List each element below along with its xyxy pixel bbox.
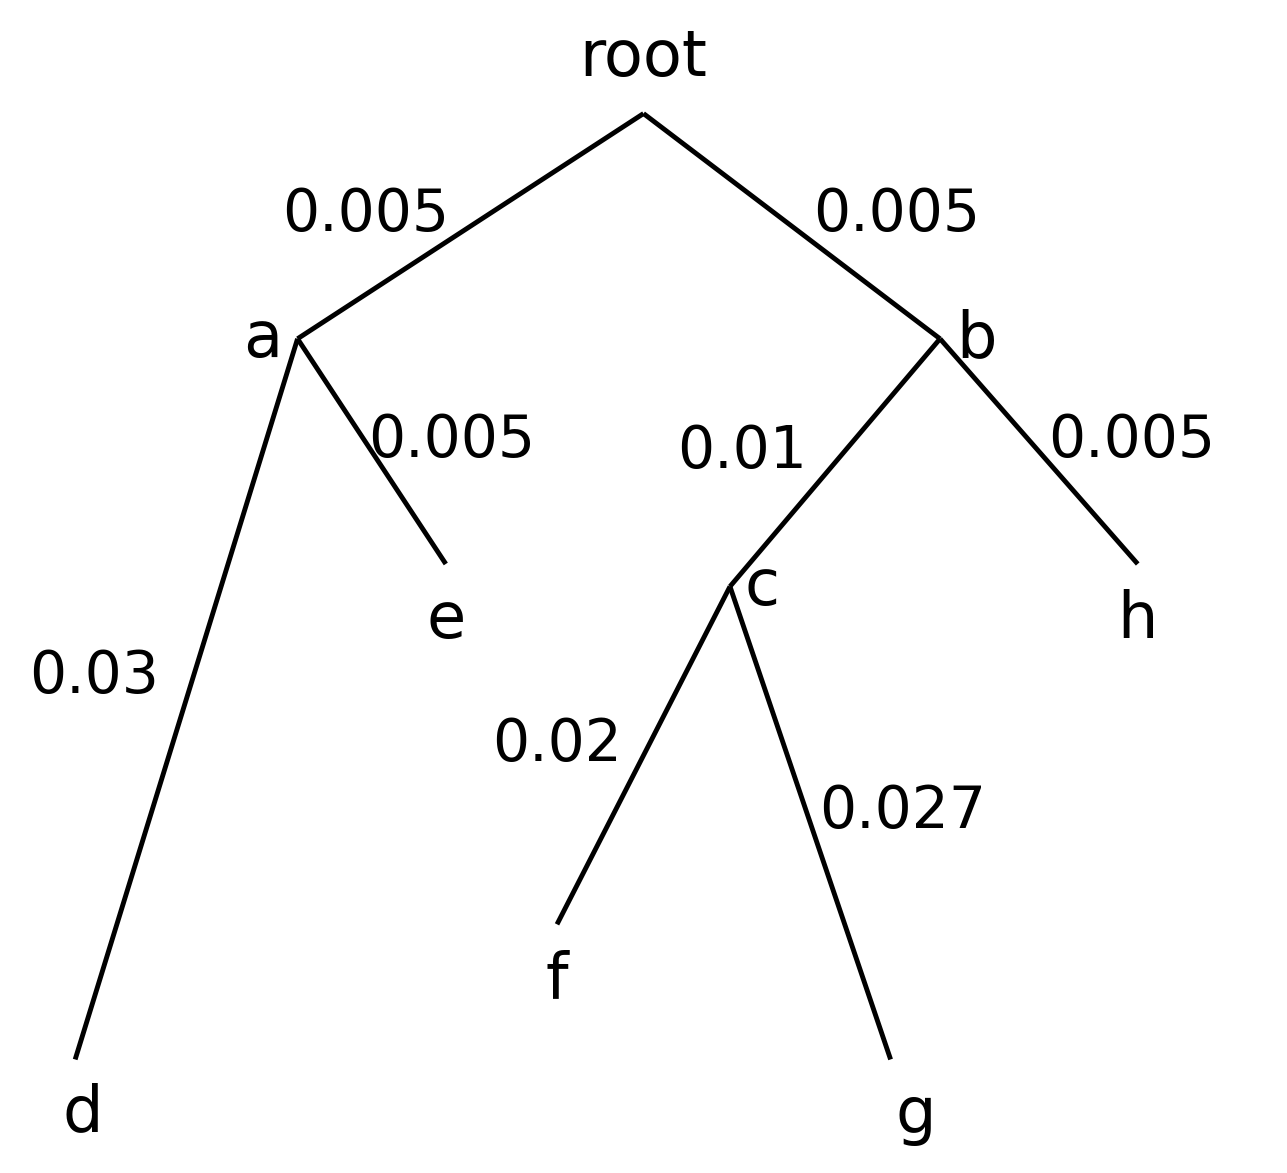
Text: 0.005: 0.005 (368, 412, 535, 468)
Text: 0.005: 0.005 (1048, 412, 1215, 468)
Text: 0.027: 0.027 (820, 784, 986, 840)
Text: a: a (243, 307, 283, 369)
Text: e: e (426, 589, 466, 651)
Text: b: b (956, 307, 996, 369)
Text: g: g (894, 1084, 936, 1146)
Text: root: root (579, 27, 708, 89)
Text: c: c (745, 556, 780, 617)
Text: 0.005: 0.005 (813, 187, 981, 243)
Text: f: f (546, 949, 569, 1011)
Text: 0.03: 0.03 (28, 649, 158, 705)
Text: d: d (63, 1082, 103, 1144)
Text: 0.005: 0.005 (282, 187, 449, 243)
Text: 0.02: 0.02 (492, 716, 622, 773)
Text: 0.01: 0.01 (677, 423, 807, 480)
Text: h: h (1117, 589, 1158, 651)
